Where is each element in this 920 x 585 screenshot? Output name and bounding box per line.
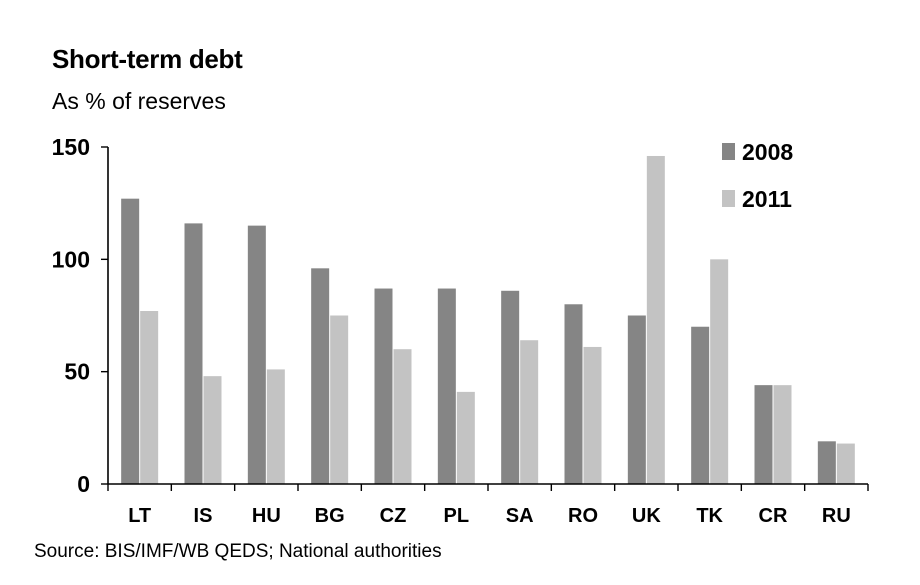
y-tick-label: 150 <box>52 134 90 160</box>
bar-2008-LT <box>121 198 140 484</box>
bar-2008-RU <box>817 441 836 484</box>
x-tick-label-HU: HU <box>252 505 281 527</box>
legend-label-2008: 2008 <box>742 139 793 165</box>
bar-2011-CR <box>773 385 792 484</box>
bar-2011-PL <box>456 391 475 484</box>
chart-subtitle: As % of reserves <box>52 88 226 114</box>
x-tick-label-SA: SA <box>506 505 534 527</box>
bar-2008-IS <box>184 223 203 485</box>
axes-group <box>101 146 869 491</box>
x-tick-label-RU: RU <box>822 505 851 527</box>
x-tick-label-UK: UK <box>632 505 661 527</box>
chart-title: Short-term debt <box>52 44 243 74</box>
bar-2008-SA <box>501 290 520 484</box>
x-tick-label-BG: BG <box>315 505 345 527</box>
bar-2011-SA <box>520 340 539 484</box>
bar-2011-UK <box>646 155 665 484</box>
bar-2011-HU <box>266 369 285 484</box>
legend: 2008 2011 <box>722 139 793 212</box>
y-tick-label: 100 <box>52 246 90 272</box>
x-tick-label-CZ: CZ <box>380 505 407 527</box>
y-tick-labels: 0 50 100 150 <box>52 134 90 497</box>
bars-group <box>121 155 855 485</box>
bar-2008-CR <box>754 385 773 484</box>
bar-2011-LT <box>140 311 159 484</box>
y-tick-label: 0 <box>77 471 90 497</box>
bar-2011-TK <box>710 259 729 484</box>
bar-2011-RO <box>583 346 602 484</box>
bar-2008-CZ <box>374 288 393 484</box>
x-tick-label-CR: CR <box>759 505 788 527</box>
x-tick-labels: LT IS HU BG CZ PL SA RO UK TK CR RU <box>128 505 851 527</box>
bar-2011-RU <box>836 443 855 484</box>
x-tick-label-RO: RO <box>568 505 598 527</box>
x-tick-label-PL: PL <box>444 505 470 527</box>
bar-2008-UK <box>627 315 646 484</box>
legend-swatch-2008 <box>722 143 735 160</box>
bar-2008-PL <box>437 288 456 484</box>
bar-2008-TK <box>691 326 710 484</box>
x-tick-label-LT: LT <box>128 505 151 527</box>
x-tick-label-TK: TK <box>696 505 723 527</box>
y-tick-label: 50 <box>64 359 90 385</box>
bar-2011-CZ <box>393 349 412 484</box>
x-tick-label-IS: IS <box>194 505 213 527</box>
bar-2008-BG <box>311 268 330 484</box>
bar-2008-HU <box>247 225 266 484</box>
bar-2011-IS <box>203 376 222 484</box>
legend-swatch-2011 <box>722 190 735 207</box>
legend-label-2011: 2011 <box>742 186 792 212</box>
source-note: Source: BIS/IMF/WB QEDS; National author… <box>34 541 442 562</box>
bar-2008-RO <box>564 304 583 484</box>
bar-2011-BG <box>330 315 349 484</box>
